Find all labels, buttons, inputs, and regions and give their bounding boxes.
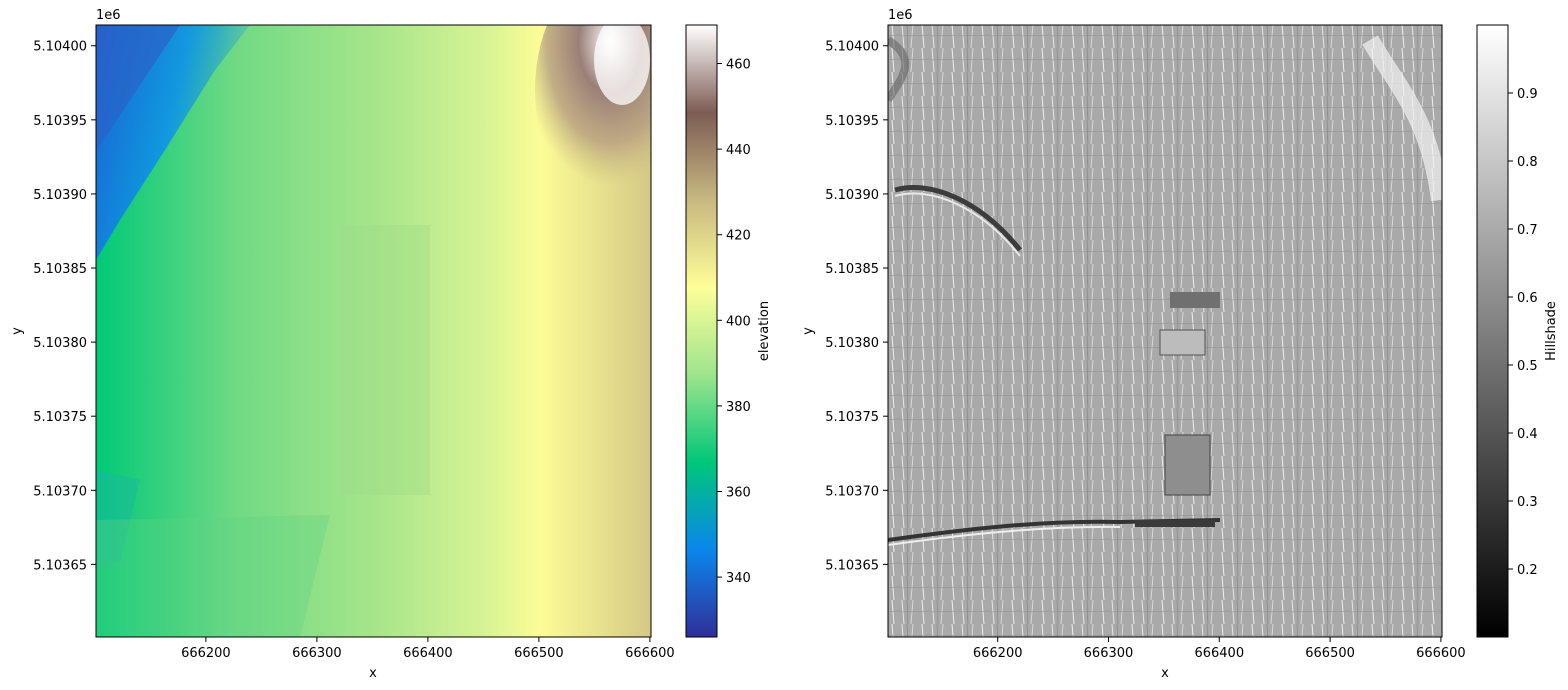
hillshade-x-tick-label: 666600 xyxy=(1416,646,1466,661)
hillshade-x-tick-label: 666300 xyxy=(1084,646,1134,661)
hillshade-colorbar-tick-label: 0.6 xyxy=(1517,291,1538,306)
hillshade-y-tick-label: 5.10370 xyxy=(825,484,879,499)
hillshade-colorbar-tick-label: 0.3 xyxy=(1517,495,1538,510)
hillshade-y-tick-label: 5.10365 xyxy=(825,558,879,573)
hillshade-y-tick-label: 5.10395 xyxy=(825,114,879,129)
hillshade-colorbar xyxy=(1477,25,1508,637)
elevation-colorbar-tick-label: 340 xyxy=(726,571,751,586)
hillshade-map-panel: 666200 666300 666400 666500 666600 5.103655.… xyxy=(801,8,1559,681)
hillshade-x-label: x xyxy=(1161,666,1169,681)
elevation-colorbar-ticks: 340 360 380 400 420 440 460 xyxy=(717,58,751,586)
hillshade-y-offset-text: 1e6 xyxy=(888,8,913,23)
elevation-colorbar xyxy=(686,25,717,637)
elevation-x-tick-label: 666400 xyxy=(403,646,453,661)
elevation-y-tick-label: 5.10365 xyxy=(33,558,87,573)
elevation-x-ticks: 666200 666300 666400 666500 666600 xyxy=(181,637,675,661)
elevation-x-tick-label: 666600 xyxy=(625,646,675,661)
elevation-colorbar-tick-label: 360 xyxy=(726,485,751,500)
hillshade-colorbar-tick-label: 0.2 xyxy=(1517,563,1538,578)
elevation-y-tick-label: 5.10395 xyxy=(33,114,87,129)
hillshade-colorbar-tick-label: 0.5 xyxy=(1517,359,1538,374)
hillshade-y-tick-label: 5.10390 xyxy=(825,188,879,203)
elevation-y-tick-label: 5.10400 xyxy=(33,40,87,55)
elevation-colorbar-tick-label: 400 xyxy=(726,314,751,329)
elevation-y-offset-text: 1e6 xyxy=(96,8,121,23)
hillshade-colorbar-label: Hillshade xyxy=(1544,301,1559,361)
hillshade-colorbar-tick-label: 0.9 xyxy=(1517,87,1538,102)
hillshade-x-tick-label: 666200 xyxy=(973,646,1023,661)
elevation-x-label: x xyxy=(369,666,377,681)
elevation-y-tick-label: 5.10370 xyxy=(33,484,87,499)
hillshade-y-tick-label: 5.10400 xyxy=(825,40,879,55)
hillshade-y-label: y xyxy=(801,327,816,335)
elevation-x-tick-label: 666200 xyxy=(181,646,231,661)
hillshade-y-tick-label: 5.10380 xyxy=(825,336,879,351)
elevation-colorbar-tick-label: 440 xyxy=(726,143,751,158)
elevation-axes-frame xyxy=(95,24,652,638)
hillshade-colorbar-tick-label: 0.7 xyxy=(1517,223,1538,238)
hillshade-y-ticks: 5.10365 5.10370 5.10375 5.10380 5.10385 5.103… xyxy=(825,40,888,573)
elevation-y-label: y xyxy=(10,327,25,335)
elevation-y-tick-label: 5.10385 xyxy=(33,262,87,277)
elevation-y-ticks: 5.10365 5.10370 5.10375 5.10380 5.10385 5.103… xyxy=(33,40,96,573)
elevation-y-tick-label: 5.10390 xyxy=(33,188,87,203)
hillshade-y-tick-label: 5.10375 xyxy=(825,410,879,425)
hillshade-axes-frame xyxy=(887,24,1443,638)
elevation-x-tick-label: 666500 xyxy=(514,646,564,661)
elevation-colorbar-tick-label: 420 xyxy=(726,229,751,244)
hillshade-colorbar-frame xyxy=(1476,24,1509,638)
hillshade-colorbar-tick-label: 0.8 xyxy=(1517,155,1538,170)
hillshade-x-ticks: 666200 666300 666400 666500 666600 xyxy=(973,637,1466,661)
elevation-colorbar-frame xyxy=(685,24,718,638)
elevation-colorbar-tick-label: 380 xyxy=(726,400,751,415)
hillshade-raster xyxy=(888,25,1442,637)
hillshade-x-tick-label: 666400 xyxy=(1194,646,1244,661)
elevation-map-panel: 666200 666300 666400 666500 666600 5.103655.… xyxy=(10,8,772,681)
elevation-y-tick-label: 5.10375 xyxy=(33,410,87,425)
elevation-colorbar-tick-label: 460 xyxy=(726,58,751,73)
elevation-y-tick-label: 5.10380 xyxy=(33,336,87,351)
elevation-x-tick-label: 666300 xyxy=(292,646,342,661)
hillshade-colorbar-ticks: 0.2 0.3 0.4 0.5 0.6 0.7 0.8 0.9 xyxy=(1508,87,1538,578)
hillshade-x-tick-label: 666500 xyxy=(1305,646,1355,661)
hillshade-colorbar-tick-label: 0.4 xyxy=(1517,427,1538,442)
elevation-colorbar-label: elevation xyxy=(757,301,772,361)
hillshade-y-tick-label: 5.10385 xyxy=(825,262,879,277)
elevation-raster xyxy=(96,25,651,637)
